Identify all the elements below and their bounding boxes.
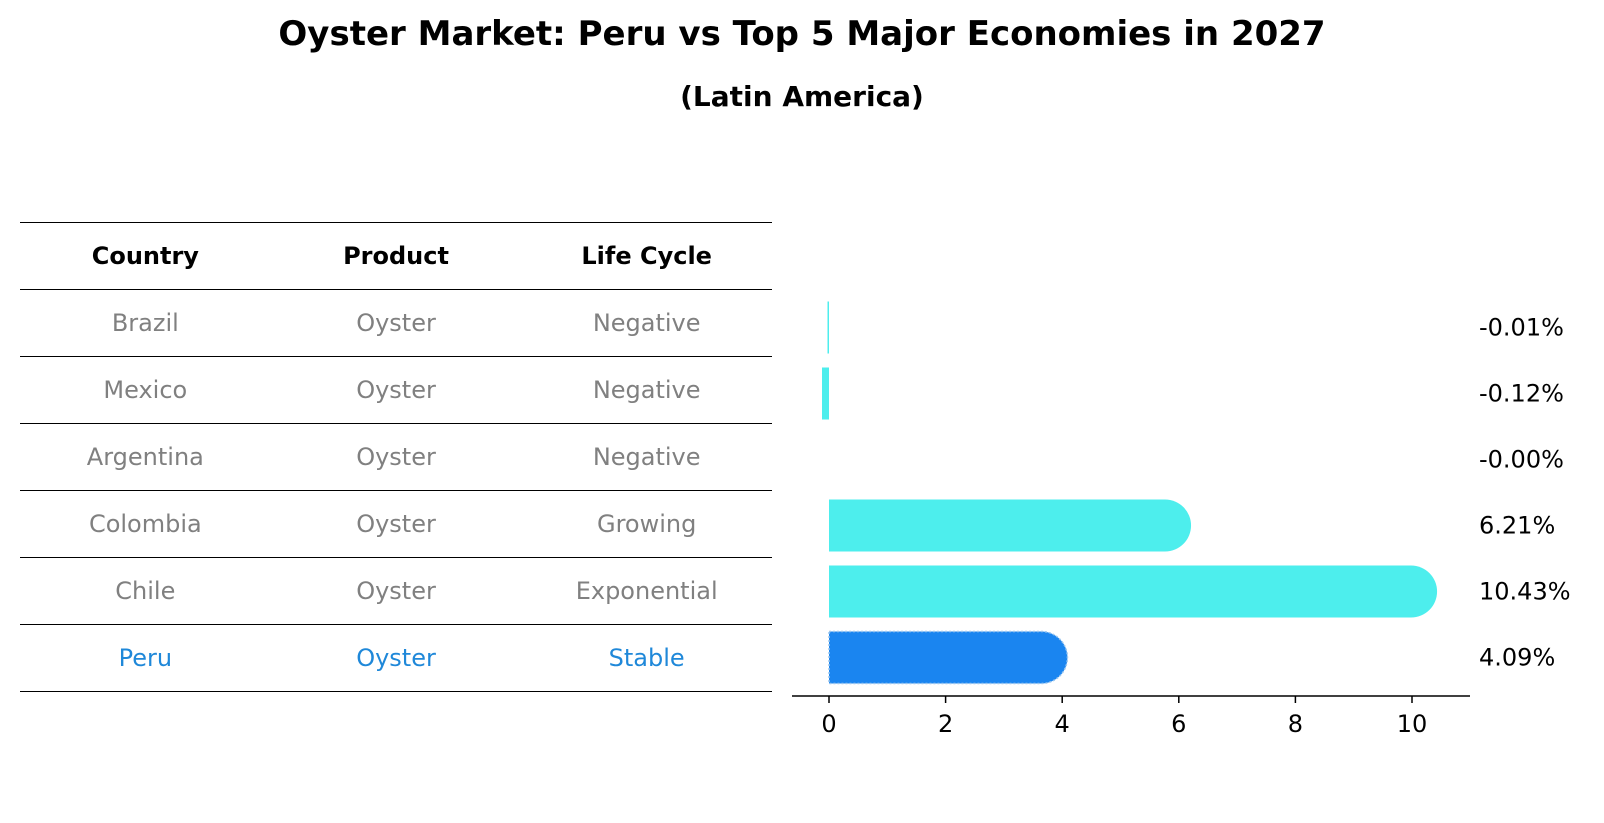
value-label-argentina: -0.00% bbox=[1479, 446, 1564, 474]
cell-country: Argentina bbox=[86, 443, 204, 471]
header-product: Product bbox=[343, 242, 449, 270]
bar-brazil bbox=[827, 301, 829, 354]
cell-country: Brazil bbox=[111, 309, 179, 337]
data-table: Country Product Life Cycle Brazil Oyster… bbox=[20, 222, 772, 692]
cell-life-cycle: Exponential bbox=[575, 577, 718, 605]
cell-life-cycle: Stable bbox=[608, 644, 685, 672]
x-tick-label: 0 bbox=[821, 710, 836, 738]
x-tick-label: 6 bbox=[1171, 710, 1186, 738]
cell-product: Oyster bbox=[356, 577, 436, 605]
value-label-colombia: 6.21% bbox=[1479, 512, 1555, 540]
cell-life-cycle: Negative bbox=[592, 309, 701, 337]
chart-title: Oyster Market: Peru vs Top 5 Major Econo… bbox=[278, 14, 1326, 54]
x-tick-label: 8 bbox=[1288, 710, 1303, 738]
table-row: Brazil Oyster Negative bbox=[20, 289, 772, 356]
cell-country: Peru bbox=[118, 644, 173, 672]
cell-life-cycle: Negative bbox=[592, 443, 701, 471]
value-label-peru: 4.09% bbox=[1479, 644, 1555, 672]
cell-product: Oyster bbox=[356, 309, 436, 337]
cell-country: Chile bbox=[115, 577, 176, 605]
header-life-cycle: Life Cycle bbox=[581, 242, 712, 270]
chart-subtitle: (Latin America) bbox=[680, 80, 924, 113]
cell-country: Colombia bbox=[88, 510, 202, 538]
cell-product: Oyster bbox=[356, 376, 436, 404]
table-header-row: Country Product Life Cycle bbox=[20, 222, 772, 289]
bar-colombia bbox=[829, 499, 1192, 552]
cell-product: Oyster bbox=[356, 644, 436, 672]
x-tick-label: 2 bbox=[938, 710, 953, 738]
table-row: Colombia Oyster Growing bbox=[20, 490, 772, 557]
bar-mexico bbox=[822, 367, 829, 420]
bar-peru bbox=[828, 630, 1069, 685]
value-label-brazil: -0.01% bbox=[1479, 314, 1564, 342]
cell-product: Oyster bbox=[356, 443, 436, 471]
cell-product: Oyster bbox=[356, 510, 436, 538]
bar-chile bbox=[829, 565, 1438, 618]
x-tick-label: 10 bbox=[1397, 710, 1428, 738]
table-row: Argentina Oyster Negative bbox=[20, 423, 772, 490]
x-tick-label: 4 bbox=[1055, 710, 1070, 738]
table-row: Chile Oyster Exponential bbox=[20, 557, 772, 624]
header-country: Country bbox=[91, 242, 199, 270]
table-row-highlight: Peru Oyster Stable bbox=[20, 624, 772, 692]
value-label-chile: 10.43% bbox=[1479, 578, 1571, 606]
value-label-mexico: -0.12% bbox=[1479, 380, 1564, 408]
table-row: Mexico Oyster Negative bbox=[20, 356, 772, 423]
cell-life-cycle: Growing bbox=[596, 510, 697, 538]
cell-country: Mexico bbox=[103, 376, 188, 404]
cell-life-cycle: Negative bbox=[592, 376, 701, 404]
